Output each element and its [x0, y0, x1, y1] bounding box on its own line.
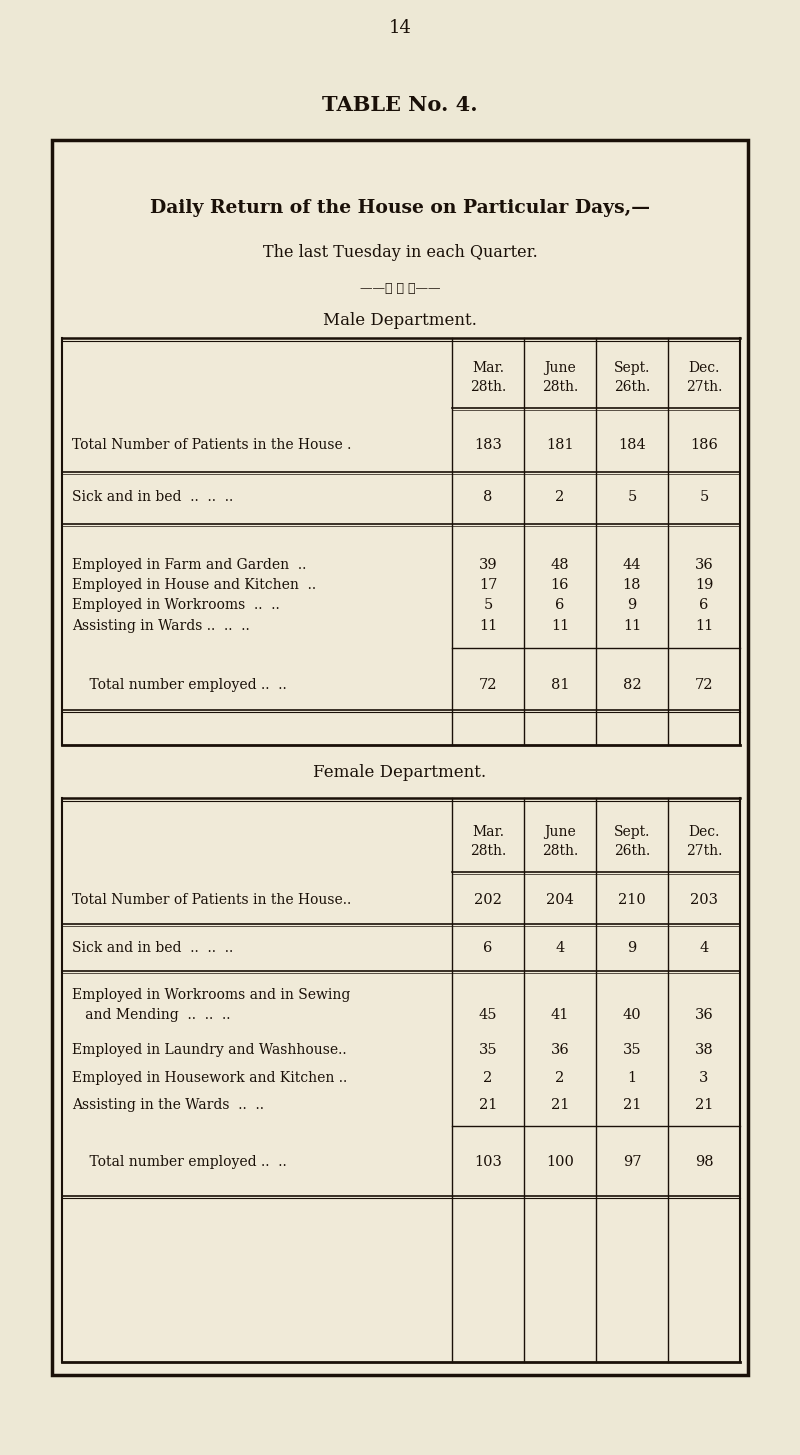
Text: Employed in Farm and Garden  ..: Employed in Farm and Garden ..: [72, 559, 306, 572]
Text: 82: 82: [622, 678, 642, 693]
Text: Female Department.: Female Department.: [314, 764, 486, 780]
Text: Total number employed ..  ..: Total number employed .. ..: [72, 1155, 286, 1168]
Text: 1: 1: [627, 1071, 637, 1085]
Text: Dec.: Dec.: [688, 825, 720, 840]
Text: 21: 21: [623, 1099, 641, 1112]
Text: 186: 186: [690, 438, 718, 453]
Text: Total number employed ..  ..: Total number employed .. ..: [72, 678, 286, 693]
Text: 9: 9: [627, 598, 637, 613]
Text: Sept.: Sept.: [614, 361, 650, 375]
Text: Assisting in the Wards  ..  ..: Assisting in the Wards .. ..: [72, 1099, 264, 1112]
Text: 28th.: 28th.: [470, 380, 506, 394]
Text: and Mending  ..  ..  ..: and Mending .. .. ..: [72, 1008, 230, 1021]
Text: The last Tuesday in each Quarter.: The last Tuesday in each Quarter.: [262, 243, 538, 260]
Text: 183: 183: [474, 438, 502, 453]
Text: 28th.: 28th.: [542, 380, 578, 394]
Text: 2: 2: [555, 490, 565, 503]
Text: 202: 202: [474, 893, 502, 906]
Text: 26th.: 26th.: [614, 380, 650, 394]
Text: 19: 19: [695, 578, 713, 592]
Text: 72: 72: [694, 678, 714, 693]
Text: 41: 41: [551, 1008, 569, 1021]
Text: 21: 21: [695, 1099, 713, 1112]
Text: 6: 6: [699, 598, 709, 613]
Text: 2: 2: [555, 1071, 565, 1085]
Text: 27th.: 27th.: [686, 844, 722, 858]
Text: 21: 21: [551, 1099, 569, 1112]
Text: 6: 6: [483, 941, 493, 954]
Text: 2: 2: [483, 1071, 493, 1085]
Text: 28th.: 28th.: [470, 844, 506, 858]
Text: 11: 11: [695, 618, 713, 633]
Text: Sick and in bed  ..  ..  ..: Sick and in bed .. .. ..: [72, 490, 234, 503]
Text: 26th.: 26th.: [614, 844, 650, 858]
Text: 36: 36: [694, 559, 714, 572]
Text: 36: 36: [550, 1043, 570, 1056]
Text: 11: 11: [479, 618, 497, 633]
Text: 35: 35: [622, 1043, 642, 1056]
Text: 5: 5: [483, 598, 493, 613]
Text: 181: 181: [546, 438, 574, 453]
Text: 6: 6: [555, 598, 565, 613]
Text: 98: 98: [694, 1155, 714, 1168]
Text: 21: 21: [479, 1099, 497, 1112]
Text: 48: 48: [550, 559, 570, 572]
Text: 27th.: 27th.: [686, 380, 722, 394]
Text: June: June: [544, 825, 576, 840]
Text: 5: 5: [699, 490, 709, 503]
Text: 81: 81: [550, 678, 570, 693]
Text: Daily Return of the House on Particular Days,—: Daily Return of the House on Particular …: [150, 199, 650, 217]
Text: 14: 14: [389, 19, 411, 36]
Text: 45: 45: [478, 1008, 498, 1021]
Text: 3: 3: [699, 1071, 709, 1085]
Text: 4: 4: [555, 941, 565, 954]
Text: 184: 184: [618, 438, 646, 453]
Text: 103: 103: [474, 1155, 502, 1168]
Text: 40: 40: [622, 1008, 642, 1021]
Text: 4: 4: [699, 941, 709, 954]
Text: June: June: [544, 361, 576, 375]
Text: 17: 17: [479, 578, 497, 592]
Text: 28th.: 28th.: [542, 844, 578, 858]
Text: Employed in House and Kitchen  ..: Employed in House and Kitchen ..: [72, 578, 316, 592]
Text: Male Department.: Male Department.: [323, 311, 477, 329]
Text: 35: 35: [478, 1043, 498, 1056]
Text: 11: 11: [551, 618, 569, 633]
Text: 36: 36: [694, 1008, 714, 1021]
Text: 9: 9: [627, 941, 637, 954]
Text: 39: 39: [478, 559, 498, 572]
Bar: [52, 140, 748, 1375]
Text: ——★ ✶ ★——: ——★ ✶ ★——: [360, 281, 440, 294]
Text: Employed in Laundry and Washhouse..: Employed in Laundry and Washhouse..: [72, 1043, 346, 1056]
Text: 8: 8: [483, 490, 493, 503]
Text: 203: 203: [690, 893, 718, 906]
Text: Sept.: Sept.: [614, 825, 650, 840]
Text: 44: 44: [622, 559, 642, 572]
Text: TABLE No. 4.: TABLE No. 4.: [322, 95, 478, 115]
Text: 100: 100: [546, 1155, 574, 1168]
Text: Employed in Workrooms and in Sewing: Employed in Workrooms and in Sewing: [72, 988, 350, 1002]
Text: Mar.: Mar.: [472, 361, 504, 375]
Text: Mar.: Mar.: [472, 825, 504, 840]
Text: Employed in Housework and Kitchen ..: Employed in Housework and Kitchen ..: [72, 1071, 347, 1085]
Text: 5: 5: [627, 490, 637, 503]
Text: 18: 18: [622, 578, 642, 592]
Text: Total Number of Patients in the House .: Total Number of Patients in the House .: [72, 438, 351, 453]
Text: 72: 72: [478, 678, 498, 693]
Text: Dec.: Dec.: [688, 361, 720, 375]
Text: 38: 38: [694, 1043, 714, 1056]
Text: Sick and in bed  ..  ..  ..: Sick and in bed .. .. ..: [72, 941, 234, 954]
Text: 97: 97: [622, 1155, 642, 1168]
Text: 16: 16: [550, 578, 570, 592]
Text: Employed in Workrooms  ..  ..: Employed in Workrooms .. ..: [72, 598, 280, 613]
Text: 204: 204: [546, 893, 574, 906]
Text: 210: 210: [618, 893, 646, 906]
Text: Assisting in Wards ..  ..  ..: Assisting in Wards .. .. ..: [72, 618, 250, 633]
Text: Total Number of Patients in the House..: Total Number of Patients in the House..: [72, 893, 351, 906]
Text: 11: 11: [623, 618, 641, 633]
